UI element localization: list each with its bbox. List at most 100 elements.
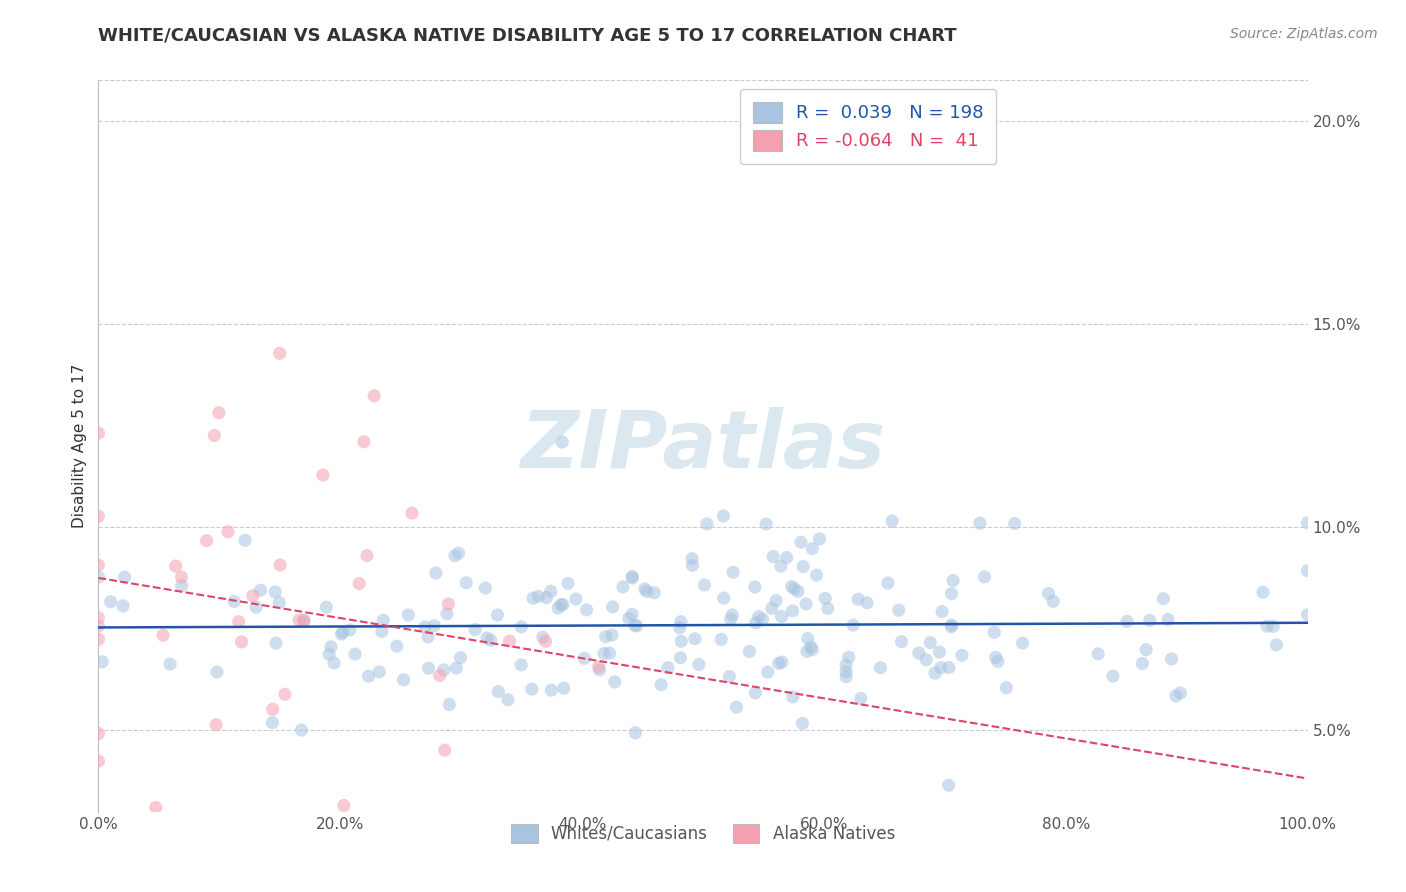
- Point: [801, 541, 824, 556]
- Point: [794, 597, 817, 611]
- Point: [1132, 657, 1154, 671]
- Point: [202, 428, 225, 442]
- Point: [87, 426, 110, 441]
- Point: [931, 605, 953, 619]
- Point: [915, 653, 938, 667]
- Point: [87, 726, 110, 740]
- Point: [464, 623, 486, 637]
- Point: [792, 716, 814, 731]
- Point: [603, 674, 626, 689]
- Point: [780, 580, 803, 594]
- Point: [437, 597, 460, 611]
- Point: [423, 619, 446, 633]
- Text: WHITE/CAUCASIAN VS ALASKA NATIVE DISABILITY AGE 5 TO 17 CORRELATION CHART: WHITE/CAUCASIAN VS ALASKA NATIVE DISABIL…: [98, 27, 957, 45]
- Point: [444, 549, 467, 563]
- Point: [668, 621, 690, 635]
- Point: [292, 614, 315, 628]
- Point: [413, 620, 436, 634]
- Point: [738, 644, 761, 658]
- Point: [87, 610, 110, 624]
- Point: [319, 640, 342, 654]
- Point: [450, 650, 472, 665]
- Point: [725, 700, 748, 714]
- Point: [546, 816, 568, 830]
- Point: [1160, 652, 1182, 666]
- Point: [817, 601, 839, 615]
- Point: [599, 646, 621, 660]
- Point: [713, 508, 735, 523]
- Point: [683, 632, 706, 646]
- Point: [657, 661, 679, 675]
- Point: [269, 558, 291, 572]
- Point: [787, 584, 810, 599]
- Point: [1152, 591, 1174, 606]
- Point: [842, 618, 865, 632]
- Text: ZIPatlas: ZIPatlas: [520, 407, 886, 485]
- Point: [693, 578, 716, 592]
- Point: [111, 599, 134, 613]
- Point: [681, 551, 703, 566]
- Point: [87, 754, 110, 768]
- Point: [602, 599, 624, 614]
- Point: [877, 576, 900, 591]
- Point: [1296, 607, 1319, 622]
- Point: [87, 509, 110, 524]
- Point: [718, 669, 741, 683]
- Point: [575, 603, 598, 617]
- Point: [995, 681, 1018, 695]
- Point: [941, 587, 963, 601]
- Point: [950, 648, 973, 663]
- Point: [1263, 619, 1285, 633]
- Point: [634, 582, 657, 596]
- Point: [290, 723, 312, 737]
- Point: [510, 620, 533, 634]
- Point: [624, 725, 647, 739]
- Point: [475, 631, 498, 645]
- Point: [269, 595, 291, 609]
- Point: [696, 516, 718, 531]
- Point: [669, 650, 692, 665]
- Point: [339, 623, 361, 637]
- Point: [208, 406, 231, 420]
- Point: [887, 603, 910, 617]
- Point: [323, 656, 346, 670]
- Point: [928, 645, 950, 659]
- Point: [768, 657, 790, 671]
- Point: [87, 570, 110, 584]
- Point: [593, 647, 616, 661]
- Point: [600, 628, 623, 642]
- Point: [242, 589, 264, 603]
- Point: [908, 646, 931, 660]
- Point: [1256, 619, 1278, 633]
- Point: [636, 584, 658, 599]
- Point: [269, 346, 291, 360]
- Point: [756, 665, 779, 680]
- Point: [744, 580, 766, 594]
- Point: [262, 702, 284, 716]
- Point: [100, 595, 122, 609]
- Point: [924, 666, 946, 681]
- Point: [288, 613, 311, 627]
- Point: [1296, 516, 1319, 530]
- Point: [205, 718, 228, 732]
- Point: [1157, 613, 1180, 627]
- Point: [849, 691, 872, 706]
- Point: [588, 663, 610, 677]
- Point: [87, 619, 110, 633]
- Point: [682, 558, 704, 573]
- Point: [439, 698, 461, 712]
- Point: [498, 634, 520, 648]
- Point: [745, 615, 768, 630]
- Point: [941, 618, 963, 632]
- Point: [621, 569, 644, 583]
- Point: [612, 580, 634, 594]
- Point: [396, 607, 419, 622]
- Point: [551, 598, 574, 612]
- Point: [643, 586, 665, 600]
- Point: [510, 657, 533, 672]
- Point: [856, 596, 879, 610]
- Point: [456, 575, 478, 590]
- Point: [721, 607, 744, 622]
- Point: [1296, 564, 1319, 578]
- Point: [292, 613, 315, 627]
